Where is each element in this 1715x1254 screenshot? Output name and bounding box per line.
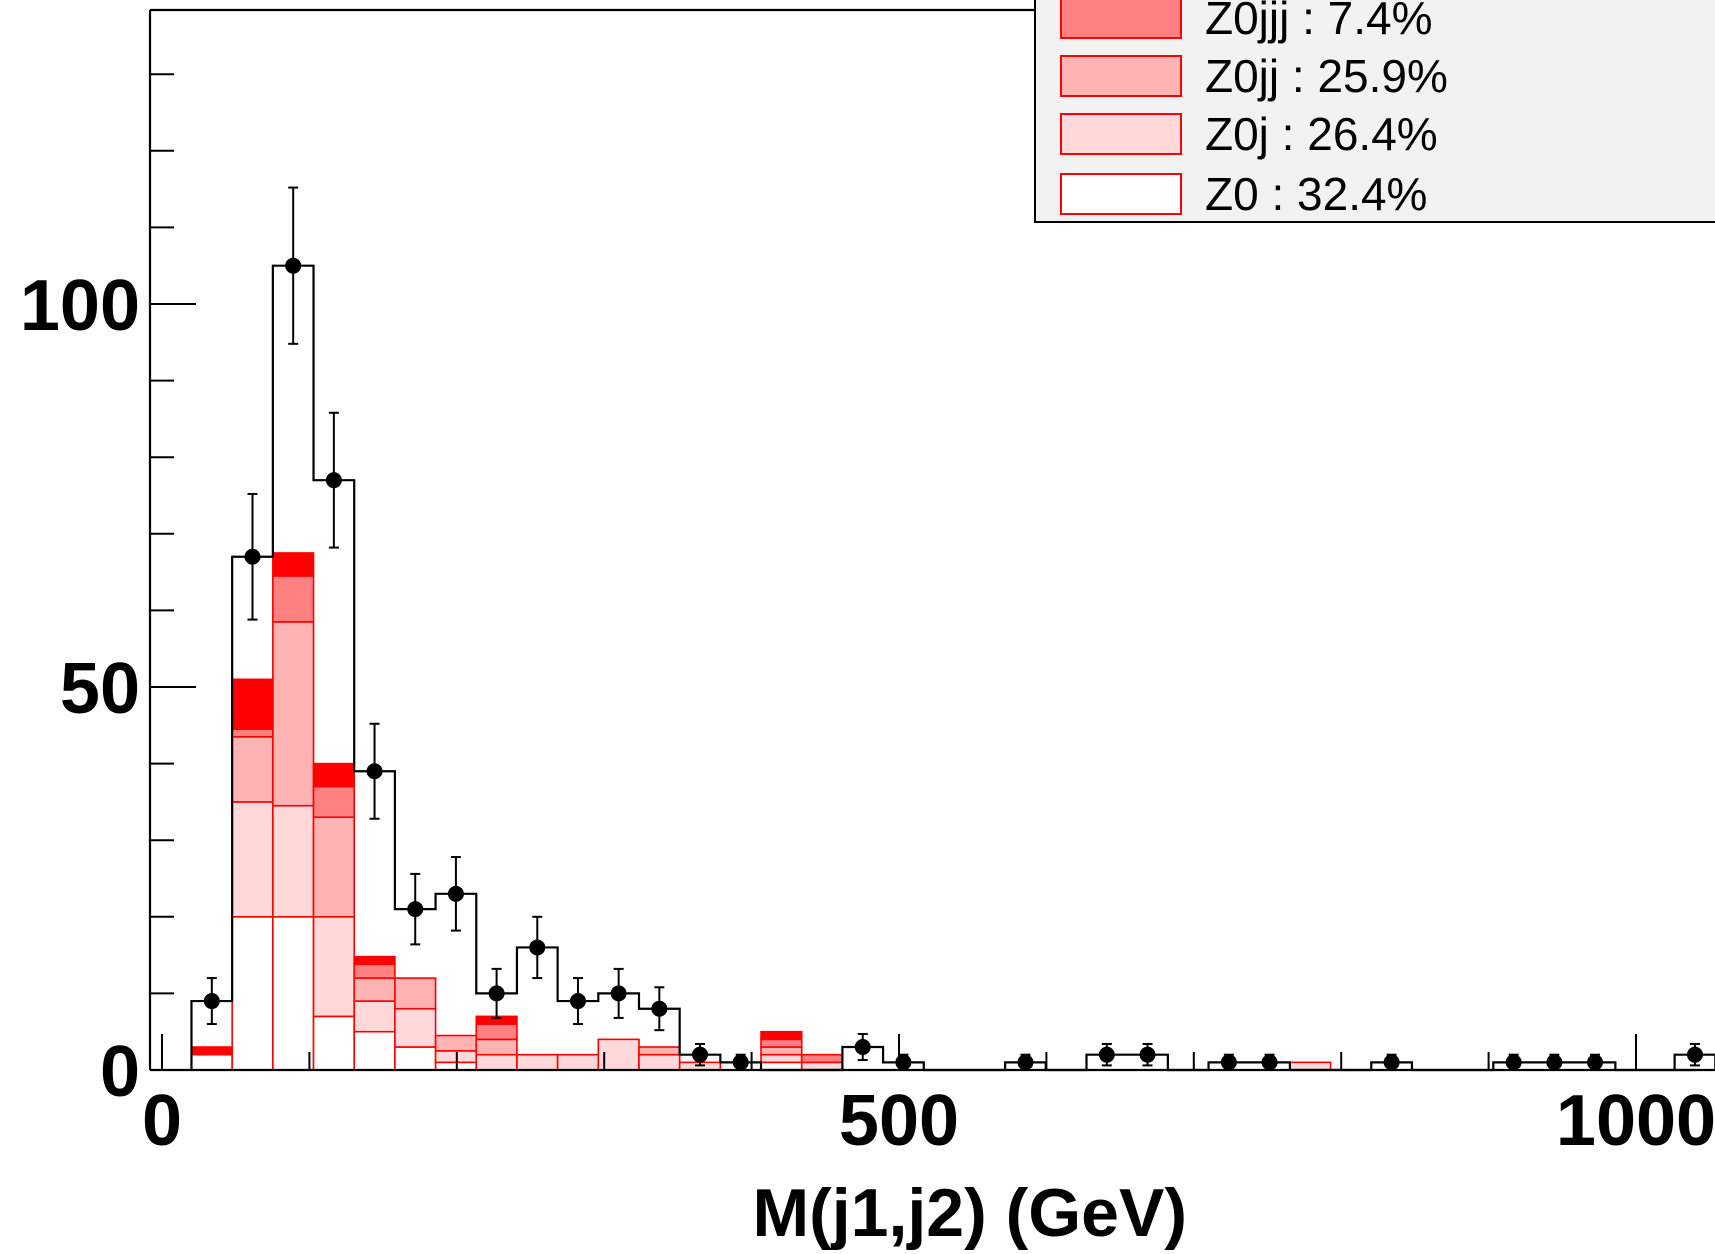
data-point-19: [1220, 1054, 1237, 1071]
stack-bar-z0jjj-14: [760, 1038, 803, 1048]
data-point-5: [407, 901, 424, 918]
data-point-3: [325, 472, 342, 489]
stack-bar-z0j-14: [760, 1053, 803, 1064]
stack-bar-z0j-11: [638, 1053, 681, 1071]
stack-bar-z0-5: [394, 1046, 437, 1071]
stack-bar-z0-4: [353, 1030, 396, 1071]
data-point-7: [488, 985, 505, 1002]
data-point-11: [651, 1000, 668, 1017]
legend-swatch-3: [1060, 173, 1182, 215]
stack-bar-extra-1: [231, 678, 274, 730]
y-tick-label-100: 100: [20, 266, 140, 346]
data-point-2: [285, 257, 302, 274]
data-point-4: [366, 763, 383, 780]
stack-bar-z0-3: [312, 1015, 356, 1071]
stack-bar-extra-0: [190, 1046, 233, 1056]
x-tick-label-0: 0: [142, 1081, 182, 1161]
legend-label-1: Z0jj : 25.9%: [1205, 50, 1448, 102]
data-point-18: [1139, 1046, 1156, 1063]
stack-bar-extra-2: [272, 552, 315, 577]
data-point-12: [692, 1046, 709, 1063]
data-point-6: [447, 885, 464, 902]
data-point-16: [1017, 1054, 1034, 1071]
data-point-21: [1383, 1054, 1400, 1071]
stack-bar-z0-14: [760, 1061, 803, 1071]
stack-bar-z0jj-3: [312, 816, 356, 918]
data-point-17: [1098, 1046, 1115, 1063]
data-point-0: [203, 993, 220, 1010]
stack-bar-z0j-5: [394, 1007, 437, 1048]
data-point-20: [1261, 1054, 1278, 1071]
stack-bar-z0j-27: [1289, 1061, 1332, 1071]
stack-bar-z0jjj-3: [312, 785, 356, 819]
legend-label-2: Z0j : 26.4%: [1205, 108, 1438, 160]
stack-bar-z0jj-11: [638, 1046, 681, 1056]
data-point-10: [610, 985, 627, 1002]
x-tick-label-500: 500: [839, 1081, 959, 1161]
stack-bar-extra-3: [312, 762, 356, 788]
stack-bar-z0-0: [190, 1053, 233, 1071]
x-axis-title: M(j1,j2) (GeV): [753, 1175, 1188, 1251]
stack-bar-z0-2: [272, 915, 315, 1071]
x-tick-label-1000: 1000: [1556, 1081, 1715, 1161]
stack-bar-z0jjj-1: [231, 728, 274, 738]
legend: Z0jjj : 7.4% Z0jj : 25.9% Z0j : 26.4% Z0 : …: [1034, 0, 1715, 223]
stacked-histogram: [190, 552, 1715, 1071]
stack-bar-z0j-1: [231, 801, 274, 918]
stack-bar-z0jj-2: [272, 621, 315, 807]
data-points: [203, 186, 1703, 1071]
y-tick-label-50: 50: [60, 649, 140, 729]
legend-swatch-1: [1060, 55, 1182, 97]
legend-swatch-0: [1060, 0, 1182, 39]
total-outline-step: [190, 264, 1697, 1072]
stack-bar-z0jj-7: [475, 1038, 518, 1056]
data-point-8: [529, 939, 546, 956]
stack-bar-z0j-7: [475, 1053, 518, 1071]
stack-bar-z0j-3: [312, 915, 356, 1018]
stack-bar-z0jjj-4: [353, 963, 396, 979]
data-point-23: [1546, 1054, 1563, 1071]
stack-bar-extra-14: [760, 1030, 803, 1041]
stack-bar-z0jj-6: [434, 1034, 478, 1052]
data-point-14: [854, 1039, 871, 1056]
stack-bar-z0j-4: [353, 1000, 396, 1033]
stack-bar-z0jjj-15: [800, 1053, 844, 1064]
stack-bar-z0jjj-7: [475, 1023, 518, 1041]
total-outline: [190, 264, 1715, 1072]
data-point-1: [244, 548, 261, 565]
data-point-24: [1587, 1054, 1604, 1071]
stack-bar-z0jj-1: [231, 735, 274, 803]
stack-bar-z0j-9: [556, 1053, 600, 1071]
legend-label-3: Z0 : 32.4%: [1205, 168, 1427, 220]
stack-bar-z0jj-14: [760, 1046, 803, 1056]
stack-bar-z0j-2: [272, 804, 315, 918]
y-tick-label-0: 0: [100, 1032, 140, 1112]
stack-bar-z0j-8: [516, 1053, 559, 1071]
data-point-13: [732, 1054, 749, 1071]
stack-bar-z0jjj-2: [272, 575, 315, 623]
data-point-15: [895, 1054, 912, 1071]
data-point-25: [1686, 1046, 1703, 1063]
data-point-9: [569, 993, 586, 1010]
stack-bar-z0jj-5: [394, 977, 437, 1010]
stack-bar-z0jj-4: [353, 977, 396, 1002]
stack-bar-extra-4: [353, 955, 396, 966]
data-point-22: [1505, 1054, 1522, 1071]
legend-label-0: Z0jjj : 7.4%: [1205, 0, 1433, 44]
stack-bar-z0-1: [231, 915, 274, 1071]
stack-bar-z0j-15: [800, 1061, 844, 1071]
legend-swatch-2: [1060, 113, 1182, 155]
